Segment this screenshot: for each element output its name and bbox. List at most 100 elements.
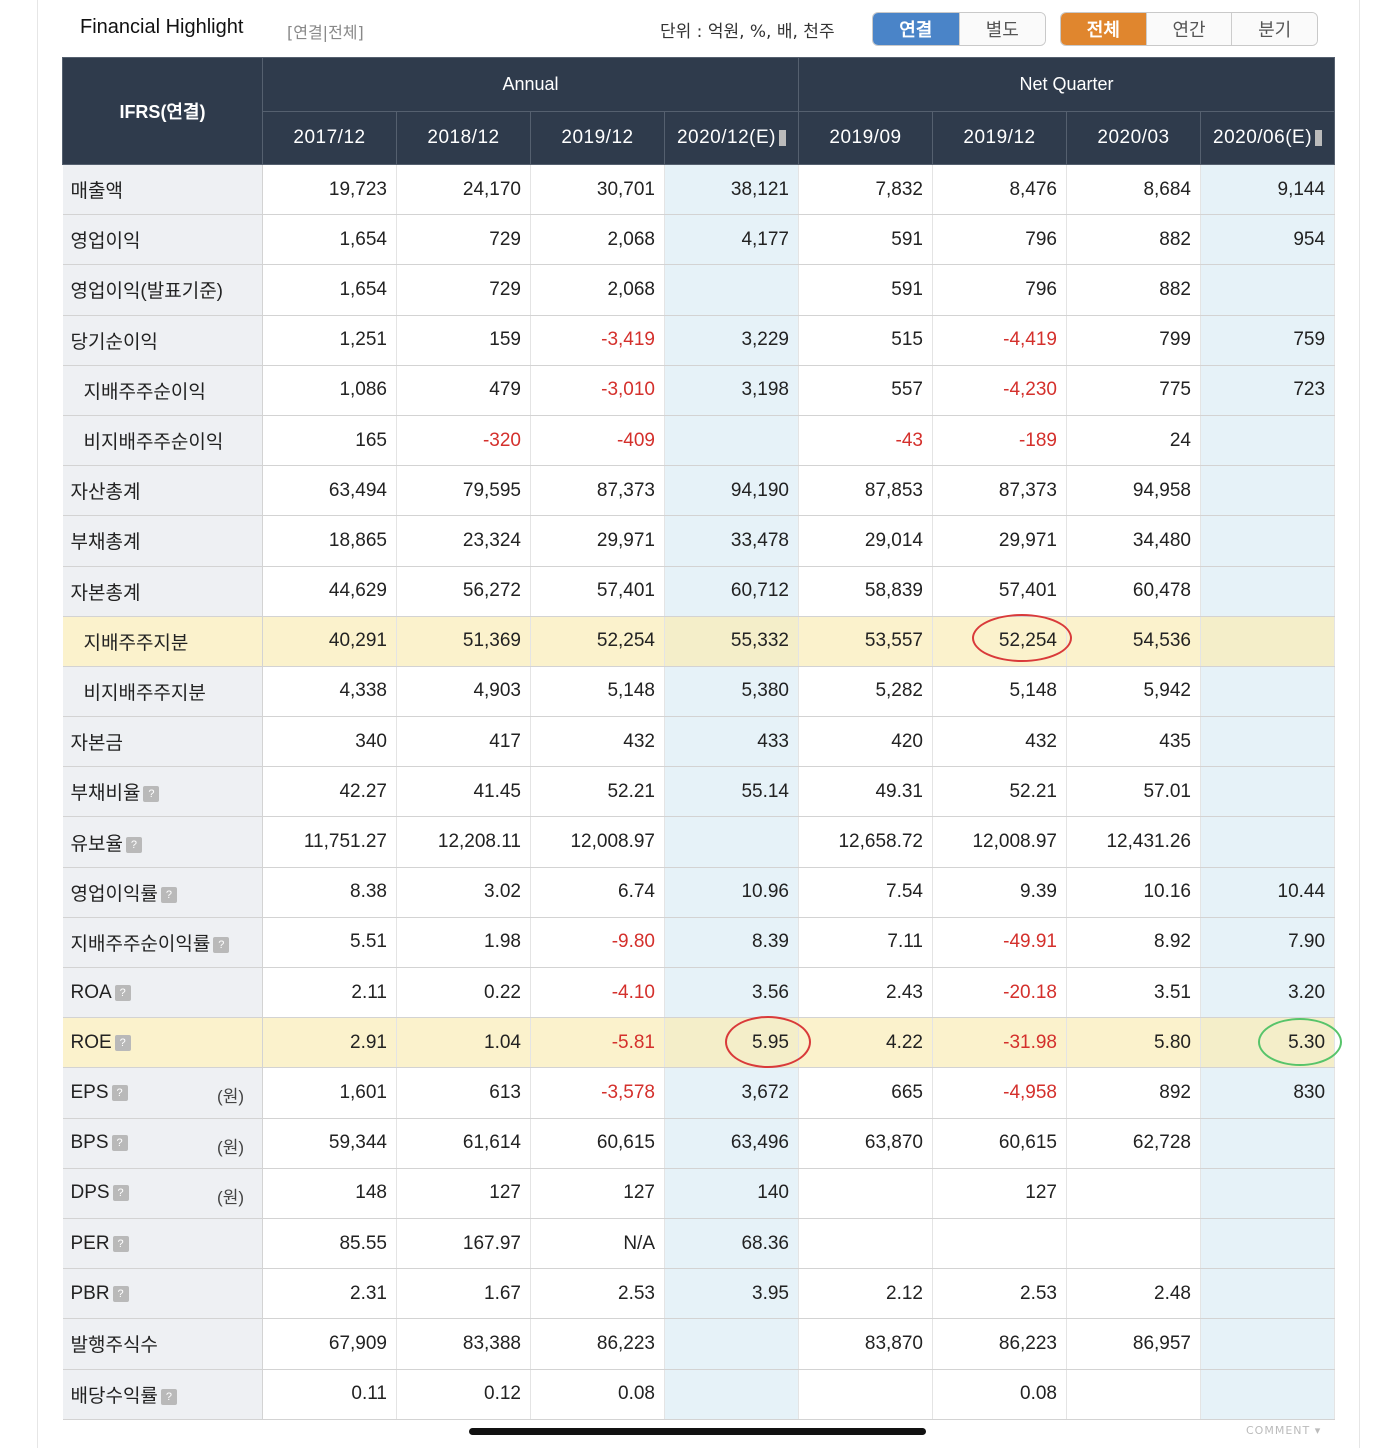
table-cell: 729 <box>396 214 531 266</box>
table-cell: N/A <box>530 1218 665 1270</box>
table-cell: -31.98 <box>932 1017 1067 1069</box>
table-cell: 41.45 <box>396 766 531 818</box>
table-cell: 18,865 <box>262 515 397 567</box>
estimate-info-icon[interactable] <box>1315 129 1323 146</box>
help-icon[interactable]: ? <box>111 1135 128 1152</box>
help-icon[interactable]: ? <box>125 836 142 853</box>
table-cell: 54,536 <box>1066 616 1201 667</box>
table-cell: 52,254 <box>530 616 665 667</box>
table-cell: 60,615 <box>530 1118 665 1169</box>
table-cell: 167.97 <box>396 1218 531 1270</box>
unit-label: (원) <box>217 1137 244 1157</box>
toggle-all[interactable]: 전체 <box>1061 13 1146 45</box>
table-cell: 420 <box>798 716 933 768</box>
row-label: DPS? (원) <box>62 1168 263 1219</box>
table-cell: 53,557 <box>798 616 933 667</box>
table-cell: 63,494 <box>262 465 397 517</box>
toggle-separate[interactable]: 별도 <box>958 13 1045 45</box>
table-cell: 57,401 <box>530 566 665 617</box>
comment-toggle[interactable]: COMMENT ▾ <box>1246 1424 1322 1437</box>
table-cell: 417 <box>396 716 531 768</box>
table-cell: 5.95 <box>664 1017 799 1069</box>
toggle-quarter[interactable]: 분기 <box>1231 13 1317 45</box>
corner-header: IFRS(연결) <box>62 57 263 165</box>
table-cell: 12,208.11 <box>396 816 531 868</box>
help-icon[interactable]: ? <box>112 1285 129 1302</box>
row-label: 지배주주순이익 <box>62 365 263 416</box>
table-cell <box>1200 566 1336 617</box>
table-cell: 12,008.97 <box>932 816 1067 868</box>
table-cell: 3,198 <box>664 365 799 416</box>
table-row: 부채총계 18,865 23,324 29,971 33,478 29,014 29,971… <box>62 515 1336 567</box>
table-cell: 63,496 <box>664 1118 799 1169</box>
table-cell: 799 <box>1066 315 1201 366</box>
table-row: BPS? (원) 59,344 61,614 60,615 63,496 63,870 60,… <box>62 1118 1336 1169</box>
table-cell: 9,144 <box>1200 164 1336 216</box>
table-row: 매출액 19,723 24,170 30,701 38,121 7,832 8,476 8,6… <box>62 164 1336 216</box>
row-label: 비지배주주지분 <box>62 666 263 718</box>
table-cell: -3,419 <box>530 315 665 366</box>
horizontal-scrollbar[interactable] <box>469 1428 926 1435</box>
unit-label: (원) <box>217 1087 244 1107</box>
table-cell: 591 <box>798 214 933 266</box>
help-icon[interactable]: ? <box>213 936 230 953</box>
table-cell: 10.16 <box>1066 867 1201 918</box>
help-icon[interactable]: ? <box>112 1235 129 1252</box>
help-icon[interactable]: ? <box>160 886 177 903</box>
table-cell: 85.55 <box>262 1218 397 1270</box>
table-cell: 8,476 <box>932 164 1067 216</box>
table-cell: 127 <box>932 1168 1067 1219</box>
toggle-consolidated[interactable]: 연결 <box>873 13 959 45</box>
table-cell: 94,190 <box>664 465 799 517</box>
table-cell: 1,251 <box>262 315 397 366</box>
table-cell: 5.51 <box>262 917 397 969</box>
table-cell: 38,121 <box>664 164 799 216</box>
table-row: 유보율? 11,751.27 12,208.11 12,008.97 12,658.72… <box>62 816 1336 868</box>
table-cell: 40,291 <box>262 616 397 667</box>
table-cell <box>1200 816 1336 868</box>
table-cell: 796 <box>932 264 1067 316</box>
estimate-info-icon[interactable] <box>779 129 786 146</box>
table-cell: 6.74 <box>530 867 665 918</box>
table-cell: 1.67 <box>396 1268 531 1320</box>
table-cell: 3.51 <box>1066 967 1201 1019</box>
table-row: 배당수익률? 0.11 0.12 0.08 0.08 <box>62 1369 1336 1420</box>
help-icon[interactable]: ? <box>112 1185 129 1202</box>
table-cell <box>664 1369 799 1420</box>
table-cell: 613 <box>396 1067 531 1119</box>
toggle-annual[interactable]: 연간 <box>1145 13 1232 45</box>
table-cell: 5,148 <box>932 666 1067 718</box>
table-row: 비지배주주지분 4,338 4,903 5,148 5,380 5,282 5,148 5,9… <box>62 666 1336 718</box>
help-icon[interactable]: ? <box>160 1388 177 1405</box>
help-icon[interactable]: ? <box>111 1084 128 1101</box>
table-cell: 127 <box>396 1168 531 1219</box>
table-cell: 0.08 <box>530 1369 665 1420</box>
table-cell: 8.39 <box>664 917 799 969</box>
table-cell: 5.30 <box>1200 1017 1336 1069</box>
table-cell: 515 <box>798 315 933 366</box>
table-cell: 1.98 <box>396 917 531 969</box>
table-cell: 729 <box>396 264 531 316</box>
row-label: 자산총계 <box>62 465 263 517</box>
table-cell: 1,086 <box>262 365 397 416</box>
help-icon[interactable]: ? <box>143 786 160 803</box>
table-cell: 34,480 <box>1066 515 1201 567</box>
table-cell: 60,615 <box>932 1118 1067 1169</box>
table-cell: 127 <box>530 1168 665 1219</box>
table-cell: -49.91 <box>932 917 1067 969</box>
table-cell: 67,909 <box>262 1318 397 1370</box>
table-cell <box>664 415 799 467</box>
table-cell: 159 <box>396 315 531 366</box>
help-icon[interactable]: ? <box>114 1034 131 1051</box>
table-cell: 5,942 <box>1066 666 1201 718</box>
help-icon[interactable]: ? <box>114 984 131 1001</box>
table-row: PER? 85.55 167.97 N/A 68.36 <box>62 1218 1336 1270</box>
table-cell: 2.11 <box>262 967 397 1019</box>
table-cell: 52,254 <box>932 616 1067 667</box>
table-cell: 3.20 <box>1200 967 1336 1019</box>
table-cell: 57,401 <box>932 566 1067 617</box>
table-row: 영업이익(발표기준) 1,654 729 2,068 591 796 882 <box>62 264 1336 316</box>
table-cell: 665 <box>798 1067 933 1119</box>
row-label: EPS? (원) <box>62 1067 263 1119</box>
table-cell: -20.18 <box>932 967 1067 1019</box>
